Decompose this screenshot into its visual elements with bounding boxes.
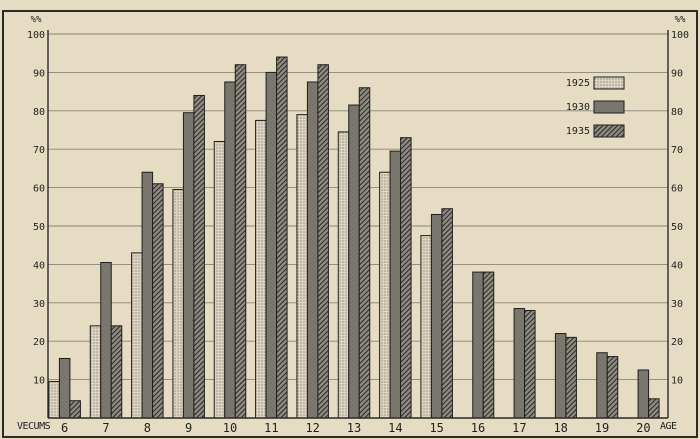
y-tick-label-left: 50 bbox=[33, 222, 45, 233]
plot-border bbox=[2, 10, 698, 438]
x-tick-label: 11 bbox=[264, 421, 278, 435]
bar-1925-age-7 bbox=[89, 325, 102, 419]
x-tick-label: 13 bbox=[347, 421, 361, 435]
x-tick-label: 9 bbox=[185, 421, 192, 435]
bar-1930-age-18 bbox=[554, 333, 567, 419]
legend-label: 1935 bbox=[566, 126, 590, 137]
bar-1930-age-9 bbox=[182, 112, 195, 419]
x-tick-label: 20 bbox=[636, 421, 650, 435]
bar-1935-age-10 bbox=[234, 64, 247, 419]
bar-1925-age-15 bbox=[420, 235, 432, 419]
x-tick-label: 12 bbox=[305, 421, 319, 435]
bar-1930-age-8 bbox=[141, 171, 154, 419]
bar-1935-age-13 bbox=[358, 87, 371, 419]
y-tick-label-left: 60 bbox=[33, 184, 45, 195]
y-tick-label-right: 100 bbox=[671, 30, 689, 41]
x-row-label: VECUMS bbox=[17, 421, 51, 432]
bar-1930-age-20 bbox=[637, 369, 650, 419]
bar-1925-age-13 bbox=[337, 131, 350, 419]
y-tick-label-right: 50 bbox=[671, 222, 683, 233]
bar-1930-age-7 bbox=[100, 261, 112, 419]
bar-1930-age-10 bbox=[224, 81, 236, 419]
bar-1930-age-16 bbox=[472, 271, 484, 419]
bar-1935-age-6 bbox=[69, 400, 81, 419]
x-tick-label: 7 bbox=[102, 421, 109, 435]
x-tick-label: 10 bbox=[223, 421, 237, 435]
bar-1930-age-11 bbox=[265, 71, 278, 419]
legend-label: 1925 bbox=[566, 78, 590, 89]
bar-1935-age-11 bbox=[276, 56, 288, 419]
bar-1930-age-15 bbox=[430, 213, 443, 419]
bar-1935-age-14 bbox=[400, 137, 412, 419]
bar-1930-age-6 bbox=[58, 357, 71, 419]
bar-1935-age-9 bbox=[193, 94, 205, 419]
x-tick-label: 15 bbox=[429, 421, 443, 435]
y-axis-label-right: %% bbox=[675, 15, 686, 25]
bar-1930-age-13 bbox=[348, 104, 360, 419]
x-tick-label: 17 bbox=[512, 421, 526, 435]
y-tick-label-left: 100 bbox=[27, 30, 45, 41]
x-tick-label: 16 bbox=[471, 421, 485, 435]
legend-swatch-1935 bbox=[593, 124, 625, 138]
x-axis-label: AGE bbox=[660, 421, 677, 432]
bar-1935-age-17 bbox=[524, 309, 536, 419]
y-tick-label-right: 60 bbox=[671, 184, 683, 195]
y-tick-label-right: 40 bbox=[671, 260, 683, 271]
y-tick-label-left: 40 bbox=[33, 260, 45, 271]
axes: 10 10 20 20 30 30 40 40 50 50 60 60 70 70 80 80 90 90 100 1… bbox=[27, 30, 689, 435]
legend: 1925 1930 1935 bbox=[566, 76, 625, 138]
bar-1935-age-19 bbox=[606, 356, 619, 419]
legend-swatch-1930 bbox=[593, 100, 625, 114]
y-tick-label-left: 20 bbox=[33, 337, 45, 348]
bar-1930-age-12 bbox=[306, 81, 319, 419]
bar-1935-age-16 bbox=[482, 271, 495, 419]
bar-1925-age-12 bbox=[296, 114, 308, 419]
y-tick-label-left: 80 bbox=[33, 107, 45, 118]
bar-1935-age-15 bbox=[441, 208, 453, 419]
y-tick-label-right: 30 bbox=[671, 299, 683, 310]
y-axis-label-left: %% bbox=[31, 15, 42, 25]
x-tick-label: 6 bbox=[61, 421, 68, 435]
bars bbox=[48, 56, 660, 419]
bar-1930-age-14 bbox=[389, 150, 402, 419]
bar-1925-age-10 bbox=[213, 141, 226, 419]
bar-1935-age-12 bbox=[317, 64, 329, 419]
y-tick-label-right: 10 bbox=[671, 376, 683, 387]
bar-1930-age-17 bbox=[513, 308, 526, 419]
legend-label: 1930 bbox=[566, 102, 590, 113]
y-tick-label-left: 10 bbox=[33, 376, 45, 387]
bar-1935-age-7 bbox=[110, 325, 123, 419]
bar-1925-age-6 bbox=[48, 381, 60, 419]
y-tick-label-right: 90 bbox=[671, 68, 683, 79]
legend-swatch-1925 bbox=[593, 76, 625, 90]
bar-1935-age-8 bbox=[152, 183, 164, 419]
x-tick-label: 18 bbox=[553, 421, 567, 435]
x-tick-label: 19 bbox=[595, 421, 609, 435]
bar-1935-age-20 bbox=[648, 398, 660, 419]
y-tick-label-left: 90 bbox=[33, 68, 45, 79]
x-tick-label: 14 bbox=[388, 421, 402, 435]
y-tick-label-left: 30 bbox=[33, 299, 45, 310]
y-tick-label-right: 70 bbox=[671, 145, 683, 156]
bar-1935-age-18 bbox=[565, 336, 577, 419]
bar-1925-age-14 bbox=[379, 171, 391, 419]
y-tick-label-right: 20 bbox=[671, 337, 683, 348]
bar-1930-age-19 bbox=[596, 352, 608, 419]
y-tick-label-left: 70 bbox=[33, 145, 45, 156]
bar-1925-age-9 bbox=[172, 189, 184, 419]
x-tick-label: 8 bbox=[144, 421, 151, 435]
y-tick-label-right: 80 bbox=[671, 107, 683, 118]
bar-1925-age-8 bbox=[131, 252, 143, 419]
bar-1925-age-11 bbox=[255, 119, 267, 419]
